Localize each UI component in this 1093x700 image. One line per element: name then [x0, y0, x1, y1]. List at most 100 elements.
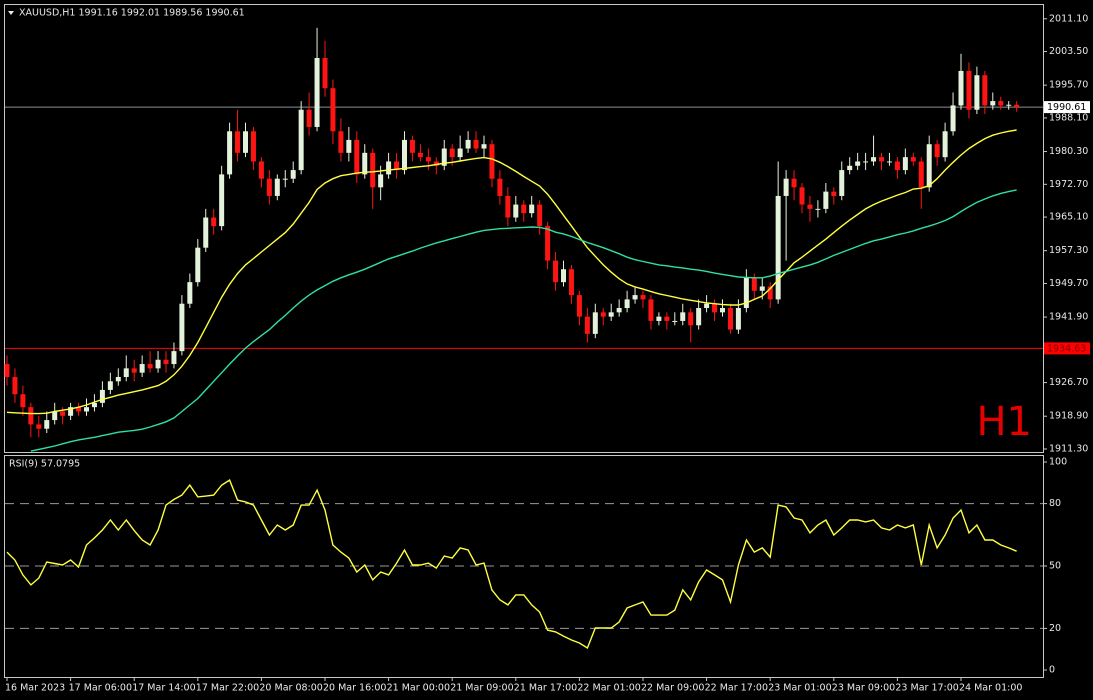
candle-body: [473, 139, 479, 149]
candle-body: [934, 144, 940, 158]
candle-body: [68, 407, 74, 416]
y-tick-label: 0: [1049, 665, 1055, 676]
candle-body: [457, 148, 463, 158]
candle-body: [282, 178, 288, 180]
candle-body: [696, 308, 702, 326]
candle-body: [926, 144, 932, 188]
candle-body: [847, 165, 853, 171]
candle-body: [235, 131, 241, 153]
candle-body: [402, 139, 407, 171]
y-tick-label: 1949.70: [1049, 278, 1088, 289]
candle-body: [767, 286, 773, 300]
candle-body: [330, 88, 336, 132]
candle-body: [163, 359, 169, 365]
candle-body: [84, 407, 89, 412]
price-label: 1990.61: [1047, 102, 1086, 113]
candle-body: [998, 101, 1004, 106]
candle-body: [799, 187, 805, 205]
rsi-title: RSI(9) 57.0795: [9, 459, 80, 470]
x-tick-label: 22 Mar 01:00: [577, 683, 640, 694]
candle-body: [155, 359, 161, 369]
candle-body: [227, 131, 233, 175]
candle-body: [505, 195, 511, 218]
y-tick-label: 1911.30: [1049, 443, 1088, 454]
candle-body: [894, 161, 900, 171]
candle-body: [139, 364, 145, 373]
x-tick-label: 17 Mar 14:00: [132, 683, 195, 694]
y-tick-label: 20: [1049, 623, 1061, 634]
x-tick-label: 23 Mar 01:00: [768, 683, 831, 694]
candle-body: [616, 308, 622, 313]
candle-body: [417, 152, 423, 158]
candle-body: [386, 161, 392, 175]
candle-body: [99, 389, 105, 403]
candle-body: [990, 101, 996, 106]
candle-body: [203, 217, 209, 248]
candle-body: [871, 157, 877, 162]
price-label: 1934.63: [1047, 343, 1086, 354]
x-tick-label: 21 Mar 17:00: [514, 683, 577, 694]
candle-body: [409, 139, 415, 153]
candle-body: [624, 299, 630, 309]
candle-body: [115, 376, 121, 382]
candle-body: [107, 381, 113, 390]
y-tick-label: 1972.70: [1049, 179, 1088, 190]
candle-body: [974, 75, 980, 110]
y-tick-label: 1941.90: [1049, 312, 1088, 323]
candle-body: [863, 161, 869, 163]
candle-body: [243, 131, 248, 153]
candle-body: [274, 178, 280, 196]
candle-body: [497, 178, 503, 196]
price-label-box: [1044, 342, 1090, 355]
candle-body: [632, 295, 638, 300]
x-tick-label: 21 Mar 00:00: [387, 683, 450, 694]
candle-body: [52, 411, 58, 421]
candle-body: [640, 295, 646, 300]
candle-body: [783, 178, 789, 196]
candle-body: [394, 161, 400, 171]
y-tick-label: 1965.10: [1049, 212, 1088, 223]
chart-title: XAUUSD,H1 1991.16 1992.01 1989.56 1990.6…: [19, 8, 245, 19]
x-tick-label: 21 Mar 09:00: [450, 683, 513, 694]
candle-body: [839, 170, 845, 196]
y-tick-label: 50: [1049, 561, 1061, 572]
candle-body: [131, 368, 137, 373]
candle-body: [211, 217, 217, 227]
y-tick-label: 1980.30: [1049, 146, 1088, 157]
candle-body: [608, 312, 614, 317]
x-tick-label: 23 Mar 17:00: [895, 683, 958, 694]
candle-body: [425, 157, 431, 162]
candle-body: [553, 260, 559, 283]
y-tick-label: 1995.70: [1049, 80, 1088, 91]
x-tick-label: 16 Mar 2023: [5, 683, 65, 694]
candle-body: [513, 204, 519, 218]
candle-body: [815, 208, 821, 210]
candle-body: [704, 303, 710, 309]
candle-body: [529, 204, 535, 214]
y-tick-label: 2011.10: [1049, 13, 1088, 24]
candle-body: [775, 195, 781, 300]
candle-body: [322, 58, 328, 89]
y-tick-label: 1926.70: [1049, 377, 1088, 388]
candle-body: [735, 308, 741, 330]
x-tick-label: 23 Mar 09:00: [832, 683, 895, 694]
candle-body: [76, 407, 82, 412]
candle-body: [656, 316, 662, 321]
candle-body: [36, 424, 42, 429]
candle-body: [28, 407, 34, 425]
candle-body: [727, 308, 733, 330]
candle-body: [4, 364, 10, 377]
y-tick-label: 2003.50: [1049, 46, 1088, 57]
candle-body: [147, 364, 153, 369]
candle-body: [537, 204, 543, 227]
candle-body: [966, 70, 972, 110]
indicator-line: [6, 479, 1017, 650]
candle-body: [751, 277, 757, 291]
candle-body: [958, 70, 964, 106]
candle-body: [449, 148, 455, 158]
y-tick-label: 1918.90: [1049, 411, 1088, 422]
candle-body: [362, 152, 368, 175]
candle-body: [600, 312, 606, 317]
